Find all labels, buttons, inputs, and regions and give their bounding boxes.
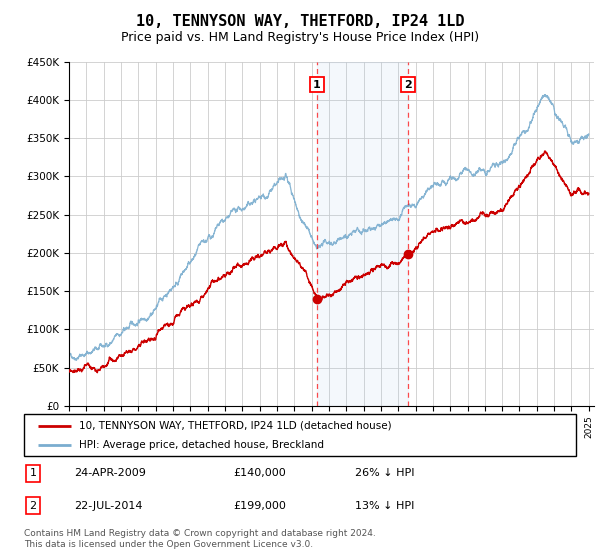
Text: 24-APR-2009: 24-APR-2009 xyxy=(74,468,146,478)
Text: 2: 2 xyxy=(404,80,412,90)
Text: 1: 1 xyxy=(313,80,321,90)
Text: £140,000: £140,000 xyxy=(234,468,287,478)
Text: 10, TENNYSON WAY, THETFORD, IP24 1LD (detached house): 10, TENNYSON WAY, THETFORD, IP24 1LD (de… xyxy=(79,421,392,431)
Text: Price paid vs. HM Land Registry's House Price Index (HPI): Price paid vs. HM Land Registry's House … xyxy=(121,31,479,44)
Text: 10, TENNYSON WAY, THETFORD, IP24 1LD: 10, TENNYSON WAY, THETFORD, IP24 1LD xyxy=(136,14,464,29)
Text: 1: 1 xyxy=(29,468,37,478)
Text: 13% ↓ HPI: 13% ↓ HPI xyxy=(355,501,415,511)
Text: 22-JUL-2014: 22-JUL-2014 xyxy=(74,501,142,511)
Text: HPI: Average price, detached house, Breckland: HPI: Average price, detached house, Brec… xyxy=(79,440,324,450)
Text: 26% ↓ HPI: 26% ↓ HPI xyxy=(355,468,415,478)
Text: 2: 2 xyxy=(29,501,37,511)
Text: Contains HM Land Registry data © Crown copyright and database right 2024.
This d: Contains HM Land Registry data © Crown c… xyxy=(24,529,376,549)
Bar xyxy=(317,62,408,406)
Text: £199,000: £199,000 xyxy=(234,501,287,511)
